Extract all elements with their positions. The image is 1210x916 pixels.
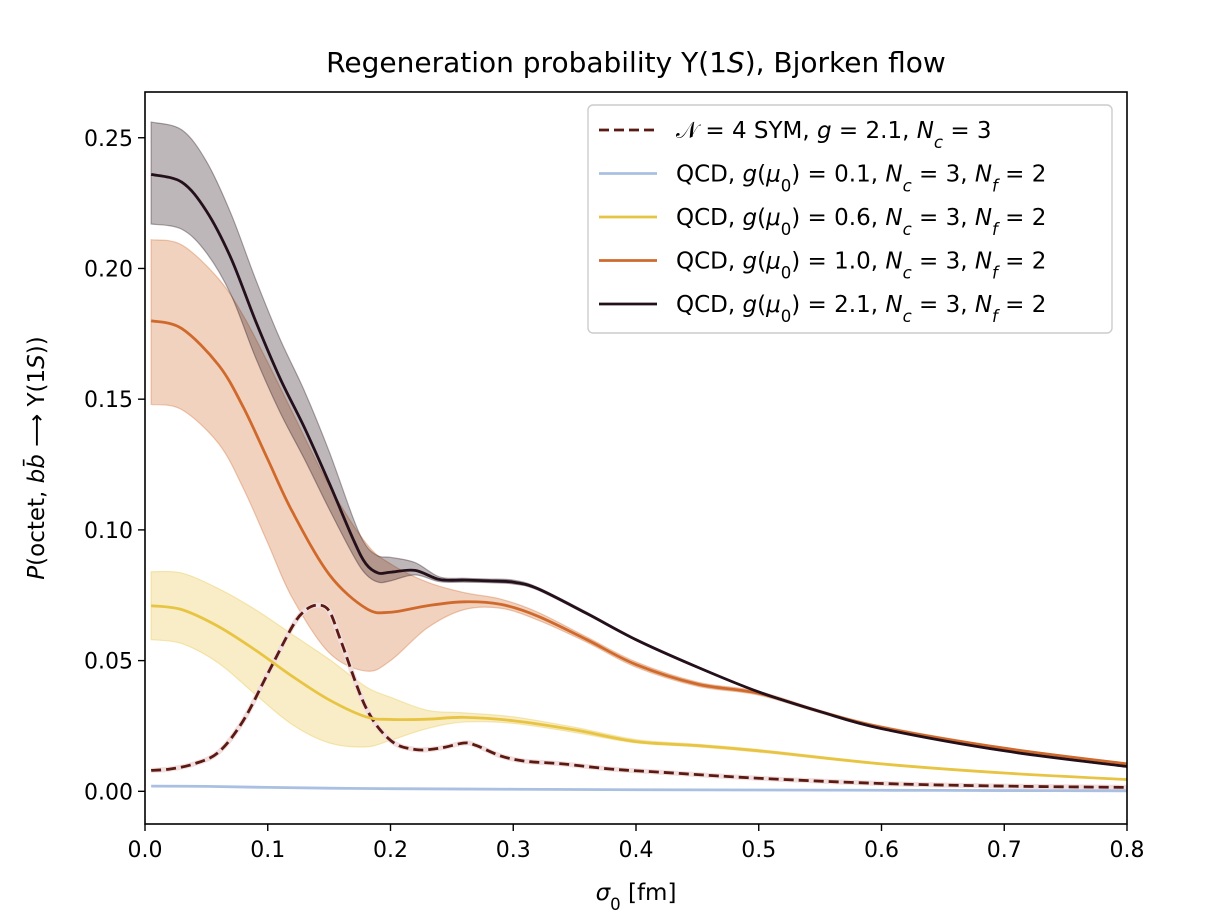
uncertainty-band xyxy=(150,238,1127,765)
chart-title: Regeneration probability Υ(1S), Bjorken … xyxy=(326,46,946,79)
legend-label: QCD, g(μ0) = 2.1, Nc = 3, Nf = 2 xyxy=(676,292,1046,326)
y-tick-label: 0.10 xyxy=(84,519,133,544)
x-tick-label: 0.0 xyxy=(128,838,163,863)
x-axis: 0.0 0.1 0.2 0.3 0.4 0.5 0.6 0.7 0.8 xyxy=(128,824,1145,863)
x-tick-label: 0.5 xyxy=(741,838,776,863)
x-tick-label: 0.2 xyxy=(373,838,408,863)
series-line xyxy=(151,603,1127,789)
x-tick-label: 0.3 xyxy=(496,838,531,863)
legend-label: QCD, g(μ0) = 1.0, Nc = 3, Nf = 2 xyxy=(676,249,1046,283)
series-line xyxy=(150,604,1127,781)
x-tick-label: 0.6 xyxy=(864,838,899,863)
series-lines xyxy=(150,172,1127,793)
y-axis: 0.00 0.05 0.10 0.15 0.20 0.25 xyxy=(84,127,145,805)
legend-box xyxy=(587,104,1113,334)
x-tick-label: 0.7 xyxy=(987,838,1022,863)
series-line xyxy=(151,784,1127,793)
y-tick-label: 0.15 xyxy=(84,388,133,413)
y-tick-label: 0.25 xyxy=(84,127,133,152)
y-axis-title: P(octet, bb̄ ⟶ Υ(1S)) xyxy=(22,336,50,579)
x-tick-label: 0.8 xyxy=(1110,838,1145,863)
y-tick-label: 0.00 xyxy=(84,780,133,805)
y-tick-label: 0.05 xyxy=(84,650,133,675)
uncertainty-band xyxy=(150,570,1127,781)
x-tick-label: 0.1 xyxy=(250,838,285,863)
legend-label: 𝒩 = 4 SYM, g = 2.1, Nc = 3 xyxy=(676,118,992,152)
x-tick-label: 0.4 xyxy=(619,838,654,863)
legend-label: QCD, g(μ0) = 0.1, Nc = 3, Nf = 2 xyxy=(676,162,1046,196)
series-line xyxy=(150,172,1127,768)
y-tick-label: 0.20 xyxy=(84,257,133,282)
legend: 𝒩 = 4 SYM, g = 2.1, Nc = 3 QCD, g(μ0) = 0… xyxy=(587,104,1113,334)
x-axis-title: σ0 [fm] xyxy=(596,880,677,914)
legend-label: QCD, g(μ0) = 0.6, Nc = 3, Nf = 2 xyxy=(676,205,1046,239)
